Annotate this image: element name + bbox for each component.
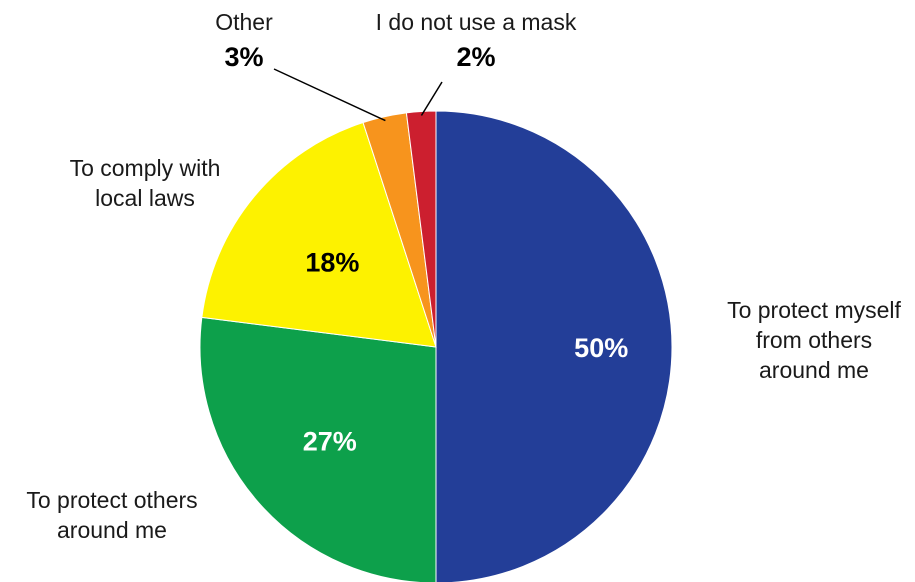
- category-label-to-protect-others-around-me: To protect others around me: [26, 487, 197, 543]
- value-label-to-comply-with-local-laws: 18%: [305, 247, 359, 277]
- category-label-i-do-not-use-a-mask: I do not use a mask: [376, 9, 577, 35]
- pie-slice-i-do-not-use-a-mask: [405, 110, 437, 348]
- value-label-to-protect-myself-from-others-around-me: 50%: [574, 333, 628, 363]
- leader-line-i-do-not-use-a-mask: [420, 81, 443, 116]
- value-label-other: 3%: [224, 42, 263, 72]
- category-label-to-protect-myself-from-others-around-me: To protect myself from others around me: [727, 297, 901, 383]
- leader-line-other: [273, 68, 386, 122]
- value-label-i-do-not-use-a-mask: 2%: [456, 42, 495, 72]
- pie-slice-to-protect-others-around-me: [199, 316, 437, 582]
- category-label-other: Other: [215, 9, 273, 35]
- value-label-to-protect-others-around-me: 27%: [303, 427, 357, 457]
- category-label-to-comply-with-local-laws: To comply with local laws: [70, 155, 221, 211]
- pie-slice-to-comply-with-local-laws: [201, 121, 437, 348]
- pie-slice-to-protect-myself-from-others-around-me: [435, 110, 673, 582]
